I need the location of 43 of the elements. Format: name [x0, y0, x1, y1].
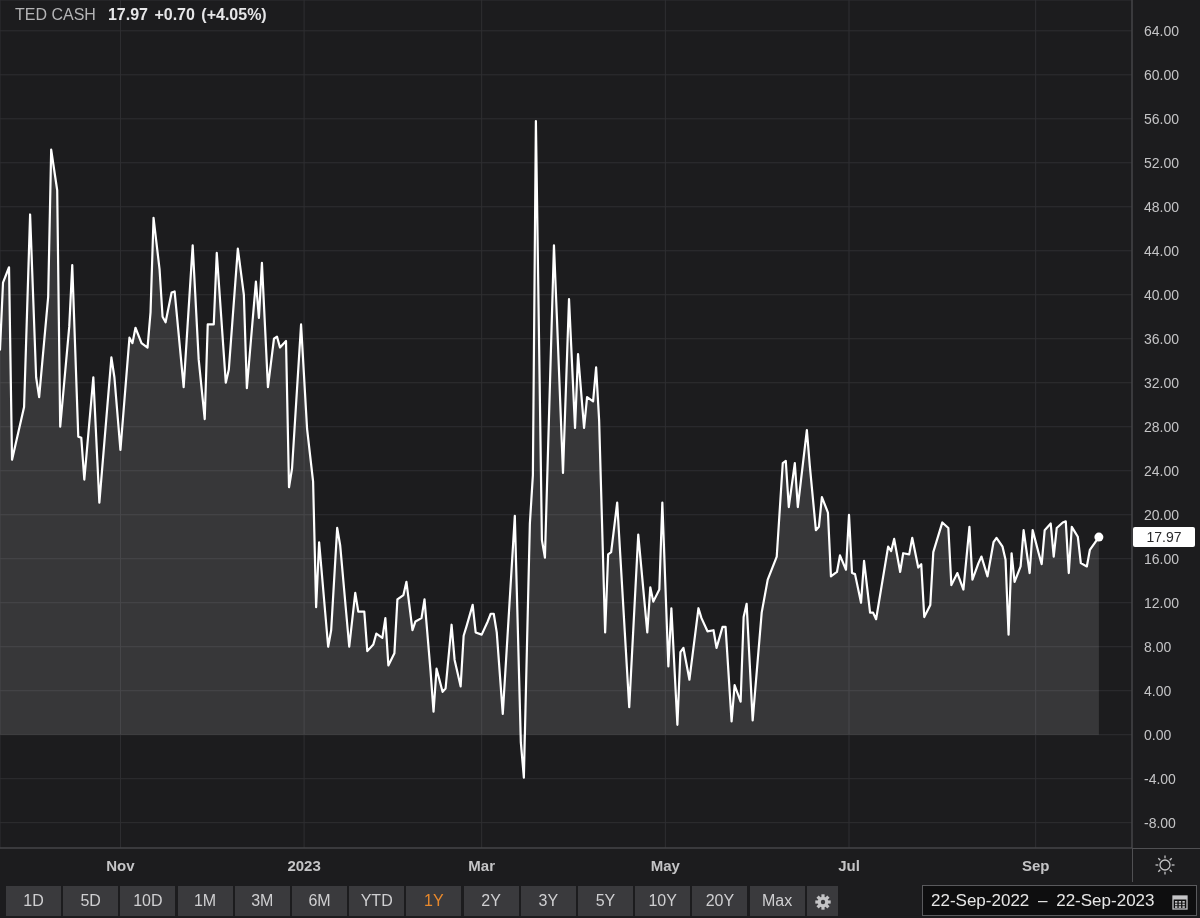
- y-tick-label: 28.00: [1144, 418, 1180, 435]
- y-tick-label: 60.00: [1144, 66, 1180, 83]
- y-tick-label: 36.00: [1144, 330, 1180, 347]
- y-tick-label: 32.00: [1144, 374, 1180, 391]
- text: 5D: [63, 886, 119, 916]
- y-tick-label: 56.00: [1144, 110, 1180, 127]
- chart-subtitle: 17.97 +0.70 (+4.05%): [107, 6, 267, 23]
- y-tick-label: 4.00: [1144, 682, 1172, 699]
- text: 1D: [6, 886, 61, 916]
- text: YTD: [349, 886, 405, 916]
- x-tick-label: Sep: [1021, 857, 1050, 874]
- x-tick-label: May: [650, 857, 681, 874]
- text: 3Y: [520, 886, 576, 916]
- y-tick-label: -8.00: [1144, 814, 1177, 831]
- y-tick-label: 48.00: [1144, 198, 1180, 215]
- y-tick-label: 40.00: [1144, 286, 1180, 303]
- y-tick-label: 20.00: [1144, 506, 1180, 523]
- text: 22-Sep-2022 – 22-Sep-2023: [931, 891, 1155, 911]
- text: 17.97: [1146, 529, 1182, 546]
- x-tick-label: Jul: [838, 857, 860, 874]
- text: 1M: [177, 886, 233, 916]
- text: 3M: [234, 886, 290, 916]
- text: Max: [749, 886, 805, 916]
- y-tick-label: 0.00: [1144, 726, 1172, 743]
- text: 10Y: [635, 886, 691, 916]
- y-tick-label: 16.00: [1144, 550, 1180, 567]
- x-tick-label: 2023: [287, 857, 321, 874]
- x-tick-label: Nov: [106, 857, 136, 874]
- y-tick-label: 8.00: [1144, 638, 1172, 655]
- y-tick-label: 52.00: [1144, 154, 1180, 171]
- y-tick-label: 24.00: [1144, 462, 1180, 479]
- text: 1Y: [406, 886, 462, 916]
- chart-title: TED CASH: [15, 6, 96, 23]
- y-tick-label: 64.00: [1144, 22, 1180, 39]
- text: 20Y: [692, 886, 748, 916]
- text: 2Y: [463, 886, 519, 916]
- y-tick-label: -4.00: [1144, 770, 1177, 787]
- text: 5Y: [578, 886, 633, 916]
- x-tick-label: Mar: [468, 857, 496, 874]
- y-tick-label: 44.00: [1144, 242, 1180, 259]
- y-tick-label: 12.00: [1144, 594, 1180, 611]
- text: 10D: [120, 886, 176, 916]
- text: 6M: [292, 886, 347, 916]
